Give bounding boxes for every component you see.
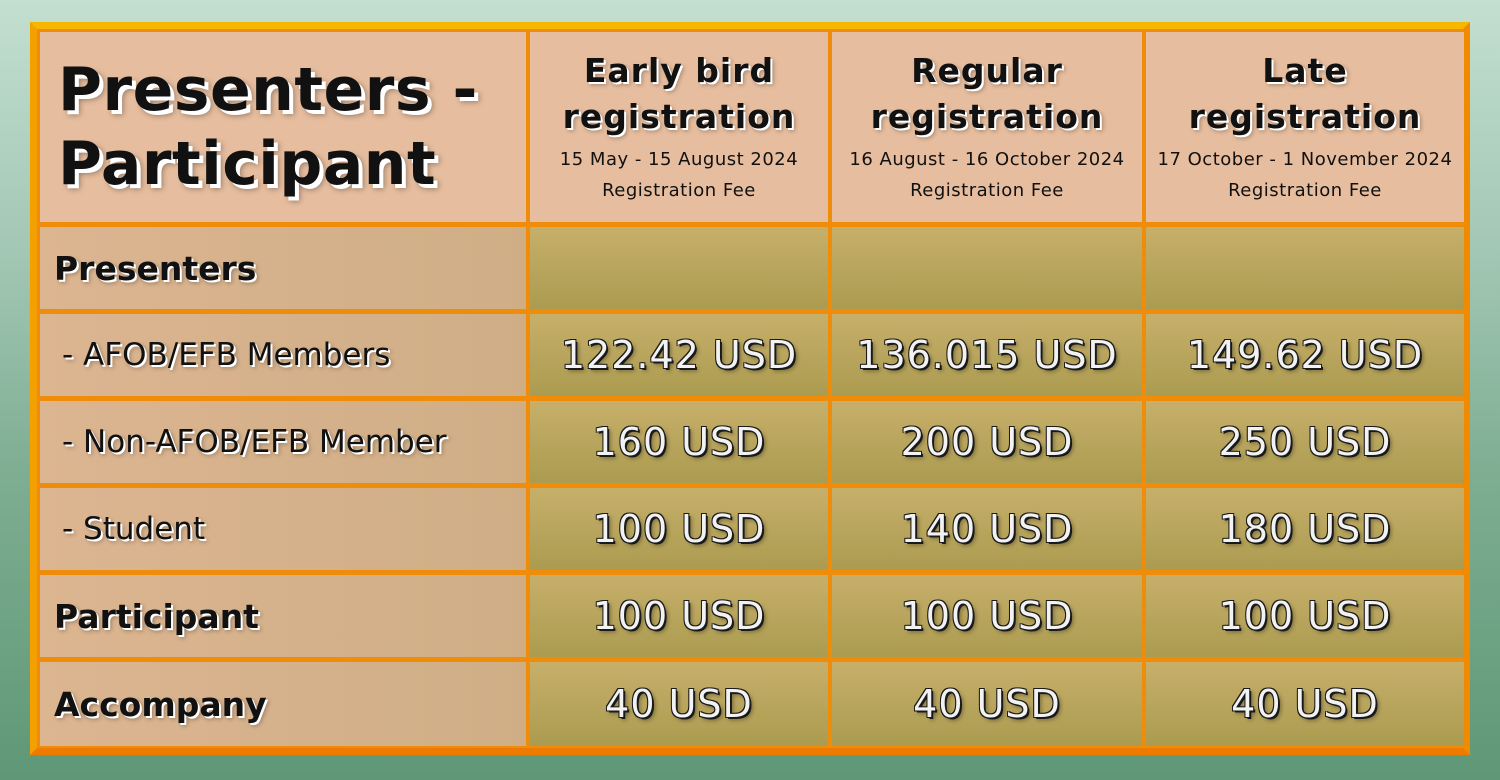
price-cell: 136.015 USD	[832, 314, 1142, 396]
price-cell: 250 USD	[1146, 401, 1464, 483]
column-name-line1: Late	[1262, 51, 1348, 90]
price-value: 100 USD	[592, 507, 766, 551]
price-value: 100 USD	[1218, 594, 1392, 638]
price-cell: 40 USD	[1146, 662, 1464, 746]
price-value: 40 USD	[913, 682, 1061, 726]
row-label: - AFOB/EFB Members	[62, 337, 391, 373]
price-cell: 40 USD	[530, 662, 828, 746]
fee-table: Presenters - Participant Early bird regi…	[37, 29, 1464, 748]
row-label-presenters: Presenters	[40, 227, 526, 309]
row-label: - Non-AFOB/EFB Member	[62, 424, 447, 460]
column-header-regular: Regular registration 16 August - 16 Octo…	[832, 32, 1142, 222]
price-cell: 100 USD	[530, 488, 828, 570]
table-title-line2: Participant	[58, 129, 437, 199]
row-label: Presenters	[54, 248, 257, 288]
row-label-accompany: Accompany	[40, 662, 526, 746]
price-cell: 122.42 USD	[530, 314, 828, 396]
column-name-line2: registration	[562, 97, 796, 136]
column-fee-label: Registration Fee	[910, 180, 1064, 201]
price-cell: 100 USD	[1146, 575, 1464, 657]
column-fee-label: Registration Fee	[602, 180, 756, 201]
price-cell	[1146, 227, 1464, 309]
column-dates: 16 August - 16 October 2024	[849, 149, 1125, 170]
price-cell: 160 USD	[530, 401, 828, 483]
column-name-line1: Early bird	[583, 51, 775, 90]
row-label-afob-members: - AFOB/EFB Members	[40, 314, 526, 396]
price-value: 180 USD	[1218, 507, 1392, 551]
price-cell	[832, 227, 1142, 309]
row-label: Participant	[54, 596, 259, 636]
column-dates: 17 October - 1 November 2024	[1157, 149, 1453, 170]
row-label-participant: Participant	[40, 575, 526, 657]
column-header-late: Late registration 17 October - 1 Novembe…	[1146, 32, 1464, 222]
column-fee-label: Registration Fee	[1228, 180, 1382, 201]
price-cell	[530, 227, 828, 309]
column-dates: 15 May - 15 August 2024	[559, 149, 799, 170]
price-cell: 100 USD	[832, 575, 1142, 657]
price-value: 136.015 USD	[856, 333, 1118, 377]
column-name-line2: registration	[1188, 97, 1422, 136]
table-title-cell: Presenters - Participant	[40, 32, 526, 222]
price-cell: 40 USD	[832, 662, 1142, 746]
price-cell: 140 USD	[832, 488, 1142, 570]
price-cell: 100 USD	[530, 575, 828, 657]
price-value: 100 USD	[900, 594, 1074, 638]
table-title: Presenters - Participant	[40, 53, 478, 201]
column-name-line2: registration	[870, 97, 1104, 136]
price-cell: 149.62 USD	[1146, 314, 1464, 396]
column-header-early-bird: Early bird registration 15 May - 15 Augu…	[530, 32, 828, 222]
price-value: 160 USD	[592, 420, 766, 464]
price-cell: 180 USD	[1146, 488, 1464, 570]
table-title-line1: Presenters -	[58, 55, 478, 125]
price-value: 40 USD	[605, 682, 753, 726]
fee-table-frame: Presenters - Participant Early bird regi…	[30, 22, 1470, 755]
price-value: 250 USD	[1218, 420, 1392, 464]
row-label-non-afob-member: - Non-AFOB/EFB Member	[40, 401, 526, 483]
price-value: 100 USD	[592, 594, 766, 638]
price-cell: 200 USD	[832, 401, 1142, 483]
row-label: - Student	[62, 511, 206, 547]
row-label: Accompany	[54, 684, 267, 724]
price-value: 122.42 USD	[560, 333, 798, 377]
price-value: 140 USD	[900, 507, 1074, 551]
row-label-student: - Student	[40, 488, 526, 570]
column-name-line1: Regular	[911, 51, 1063, 90]
price-value: 200 USD	[900, 420, 1074, 464]
price-value: 40 USD	[1231, 682, 1379, 726]
price-value: 149.62 USD	[1186, 333, 1424, 377]
